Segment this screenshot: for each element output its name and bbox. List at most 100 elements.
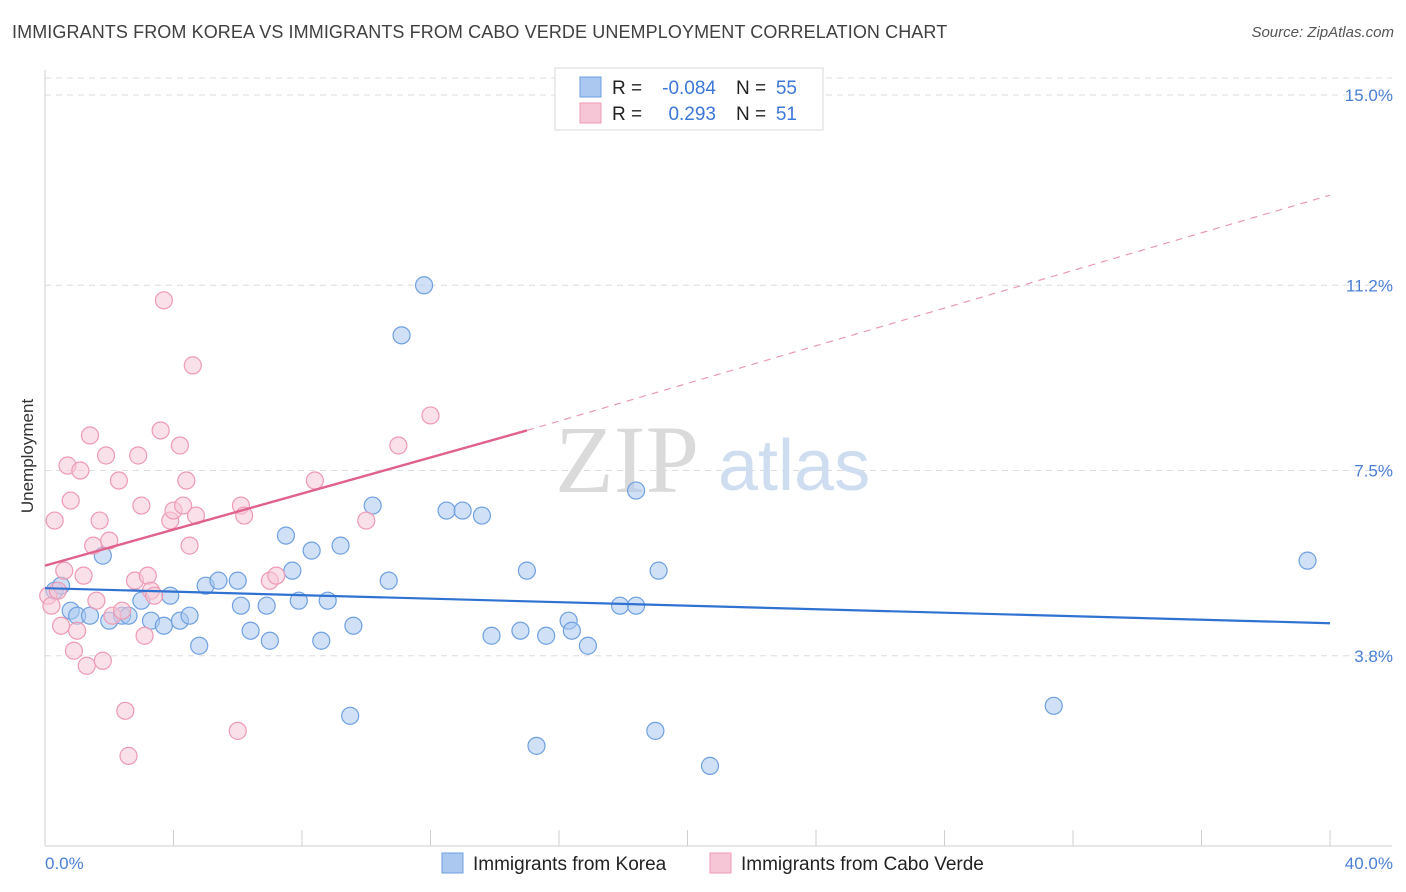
- chart-title: IMMIGRANTS FROM KOREA VS IMMIGRANTS FROM…: [12, 22, 948, 42]
- data-point: [517, 561, 536, 580]
- data-point: [87, 591, 106, 610]
- data-points: [39, 276, 1317, 775]
- series-legend-label-caboverde: Immigrants from Cabo Verde: [741, 854, 984, 875]
- data-point: [527, 736, 546, 755]
- data-point: [260, 631, 279, 650]
- data-point: [257, 596, 276, 615]
- data-point: [421, 406, 440, 425]
- data-point: [42, 596, 61, 615]
- data-point: [119, 746, 138, 765]
- data-point: [379, 571, 398, 590]
- series-legend-swatch-korea: [441, 852, 464, 874]
- axes: [44, 70, 1392, 847]
- trend-line-korea: [44, 587, 1331, 625]
- data-point: [302, 541, 321, 560]
- watermark: ZIP atlas: [555, 406, 870, 513]
- data-point: [129, 446, 148, 465]
- trend-line-caboverde: [44, 429, 528, 567]
- legend-r-value-korea: -0.084: [662, 78, 716, 99]
- data-point: [170, 436, 190, 455]
- data-point: [700, 756, 720, 775]
- data-point: [626, 481, 646, 500]
- data-point: [161, 586, 180, 605]
- data-point: [276, 526, 296, 545]
- data-point: [74, 566, 93, 585]
- data-point: [626, 596, 646, 615]
- x-tick-label-max: 40.0%: [1345, 854, 1393, 873]
- data-point: [138, 566, 157, 585]
- data-point: [646, 721, 665, 740]
- data-point: [77, 656, 96, 675]
- data-point: [64, 641, 84, 660]
- watermark-zip: ZIP: [555, 406, 699, 513]
- data-point: [241, 621, 260, 640]
- data-point: [305, 471, 324, 490]
- data-point: [341, 706, 360, 725]
- data-point: [45, 511, 64, 530]
- data-point: [55, 561, 74, 580]
- data-point: [344, 616, 363, 635]
- legend-n-label-korea: N =: [736, 78, 766, 99]
- legend-n-value-caboverde: 51: [776, 104, 797, 125]
- trend-lines: [44, 194, 1331, 625]
- y-axis-label: Unemployment: [18, 399, 37, 514]
- data-point: [100, 531, 119, 550]
- data-point: [112, 601, 132, 620]
- data-point: [1044, 696, 1063, 715]
- legend-n-value-korea: 55: [776, 78, 797, 99]
- y-tick-label: 3.8%: [1354, 647, 1393, 666]
- data-point: [537, 626, 556, 645]
- data-point: [649, 561, 668, 580]
- data-point: [96, 446, 116, 465]
- watermark-atlas: atlas: [718, 426, 870, 506]
- legend-swatch-korea: [579, 76, 602, 98]
- legend-r-value-caboverde: 0.293: [668, 104, 716, 125]
- series-legend-label-korea: Immigrants from Korea: [473, 854, 667, 875]
- data-point: [562, 621, 581, 640]
- data-point: [312, 631, 331, 650]
- source-credit: Source: ZipAtlas.com: [1251, 24, 1394, 41]
- data-point: [231, 596, 251, 615]
- data-point: [392, 326, 411, 345]
- series-caboverde-points: [39, 291, 440, 765]
- data-point: [472, 506, 491, 525]
- data-point: [116, 701, 135, 720]
- data-point: [135, 626, 154, 645]
- legend-r-label-korea: R =: [612, 78, 642, 99]
- data-point: [289, 591, 308, 610]
- x-tick-label-min: 0.0%: [45, 854, 84, 873]
- data-point: [453, 501, 472, 520]
- data-point: [68, 621, 87, 640]
- data-point: [183, 356, 202, 375]
- data-point: [145, 586, 164, 605]
- y-tick-label: 11.2%: [1346, 276, 1393, 295]
- data-point: [267, 566, 286, 585]
- data-point: [174, 496, 193, 515]
- data-point: [93, 651, 112, 670]
- data-point: [177, 471, 196, 490]
- data-point: [80, 426, 100, 445]
- data-point: [357, 511, 376, 530]
- data-point: [482, 626, 501, 645]
- data-point: [90, 511, 109, 530]
- y-tick-label: 7.5%: [1354, 462, 1393, 481]
- series-legend: Immigrants from Korea Immigrants from Ca…: [441, 852, 984, 875]
- legend-r-label-caboverde: R =: [612, 104, 642, 125]
- y-tick-label: 15.0%: [1345, 86, 1393, 105]
- trend-line-caboverde-extension: [526, 194, 1331, 432]
- gridlines: [45, 77, 1392, 657]
- data-point: [1298, 551, 1317, 570]
- data-point: [414, 276, 434, 295]
- data-point: [154, 616, 173, 635]
- data-point: [610, 596, 630, 615]
- y-tick-labels: 3.8% 7.5% 11.2% 15.0%: [1345, 86, 1393, 666]
- data-point: [71, 461, 90, 480]
- data-point: [511, 621, 530, 640]
- data-point: [48, 581, 67, 600]
- data-point: [228, 721, 247, 740]
- stats-legend: R = -0.084 N = 55 R = 0.293 N = 51: [554, 67, 824, 131]
- data-point: [154, 291, 173, 310]
- data-point: [109, 471, 128, 490]
- data-point: [132, 496, 151, 515]
